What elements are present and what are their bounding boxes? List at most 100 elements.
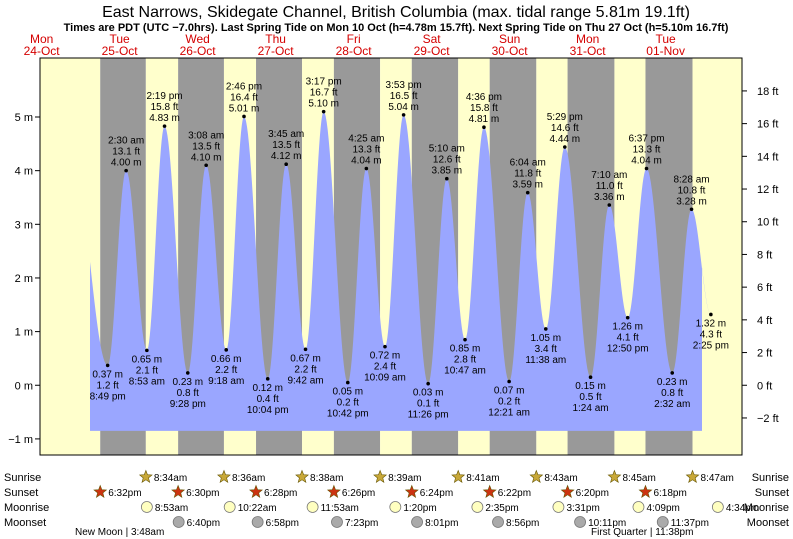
tide-meters-label: 0.23 m: [657, 377, 688, 388]
low-tide: 1.32 m4.3 ft2:25 pm: [693, 312, 729, 351]
moonrise-event: 3:31pm: [552, 501, 600, 514]
sunrise-event: 8:39am: [373, 469, 421, 484]
day-header-dow: Fri: [347, 32, 361, 46]
moonset-time: 7:23pm: [345, 518, 378, 529]
moonset-event: 6:58pm: [251, 516, 299, 529]
tide-time-label: 10:47 am: [444, 366, 486, 377]
sunrise-time: 8:45am: [622, 473, 655, 484]
tide-feet-label: 13.1 ft: [112, 147, 140, 158]
sunrise-event: 8:34am: [138, 469, 187, 484]
moonset-time: 10:11pm: [588, 518, 626, 529]
moonset-row-label-right: Moonset: [747, 517, 789, 529]
sunset-time: 6:22pm: [498, 488, 531, 499]
tide-time-label: 10:42 pm: [327, 409, 369, 420]
moonrise-time: 4:34pm: [726, 503, 759, 514]
tide-point: [607, 203, 612, 207]
tide-feet-label: 2.8 ft: [454, 355, 476, 366]
sunrise-event: 8:38am: [295, 469, 343, 484]
chart-title: East Narrows, Skidegate Channel, British…: [102, 4, 690, 21]
sunset-event: 6:18pm: [638, 484, 687, 499]
y-tick-label-meters: −1 m: [8, 434, 33, 446]
sunset-time: 6:32pm: [108, 488, 141, 499]
moonset-event: 8:01pm: [411, 516, 458, 529]
tide-point: [162, 124, 167, 128]
tide-feet-label: 0.8 ft: [177, 388, 199, 399]
tide-meters-label: 0.07 m: [494, 386, 525, 397]
tide-point: [543, 327, 548, 331]
tide-meters-label: 0.37 m: [92, 369, 123, 380]
moonset-time: 8:01pm: [425, 518, 458, 529]
sunrise-icon: [373, 469, 388, 483]
y-tick-label-meters: 4 m: [15, 166, 33, 178]
tide-meters-label: 0.85 m: [450, 344, 481, 355]
tide-feet-label: 16.4 ft: [230, 92, 258, 103]
tide-meters-label: 0.05 m: [332, 387, 363, 398]
sunset-time: 6:20pm: [576, 488, 609, 499]
tide-feet-label: 0.2 ft: [337, 398, 359, 409]
tide-point: [242, 114, 246, 119]
sunset-row-label-right: Sunset: [755, 487, 789, 499]
y-tick-label-meters: 2 m: [15, 273, 33, 285]
moonset-icon: [492, 516, 504, 528]
tide-feet-label: 12.6 ft: [433, 155, 461, 166]
sunrise-event: 8:41am: [451, 469, 500, 484]
tide-meters-label: 0.12 m: [252, 383, 283, 394]
tide-meters-label: 1.26 m: [612, 322, 643, 333]
tide-point: [507, 379, 511, 384]
moonrise-icon: [389, 501, 402, 513]
tide-feet-label: 16.7 ft: [310, 88, 338, 99]
moonset-icon: [656, 516, 669, 528]
tide-feet-label: 13.3 ft: [633, 145, 661, 156]
tide-point: [445, 176, 449, 181]
tide-feet-label: 0.5 ft: [579, 392, 601, 403]
tide-point: [383, 344, 387, 349]
tide-feet-label: 2.1 ft: [136, 365, 158, 376]
tide-point: [105, 363, 110, 368]
tide-meters-label: 0.66 m: [211, 354, 242, 365]
tide-time-label: 3:08 am: [188, 130, 224, 141]
tide-time-label: 9:28 pm: [170, 399, 206, 410]
moonset-icon: [574, 516, 586, 528]
tide-time-label: 2:30 am: [108, 136, 144, 147]
moonrise-icon: [223, 501, 236, 513]
sunset-row-label: Sunset: [4, 487, 38, 499]
low-tide: 0.15 m0.5 ft1:24 am: [572, 375, 609, 414]
y-tick-label-feet: 18 ft: [757, 86, 778, 98]
tide-point: [185, 371, 190, 375]
moonset-event: 8:56pm: [492, 516, 539, 529]
sunrise-event: 8:43am: [529, 469, 578, 484]
moonrise-event: 11:53am: [306, 501, 359, 514]
y-tick-label-feet: 10 ft: [757, 217, 778, 229]
tide-feet-label: 11.0 ft: [596, 181, 623, 192]
moonrise-row-label: Moonrise: [4, 502, 49, 514]
row-labels-left: Sunrise Sunset Moonrise Moonset: [4, 472, 49, 529]
tide-meters-label: 1.32 m: [696, 318, 727, 329]
sunrise-icon: [685, 469, 700, 483]
moonrise-event: 10:22am: [223, 501, 277, 514]
tide-time-label: 10:09 am: [364, 373, 406, 384]
sunset-icon: [482, 484, 497, 498]
sunset-event: 6:22pm: [482, 484, 531, 499]
day-header-dow: Thu: [265, 32, 286, 46]
day-header-date: 25-Oct: [102, 44, 139, 58]
y-tick-label-feet: 4 ft: [757, 315, 772, 327]
tide-meters-label: 5.01 m: [229, 103, 260, 114]
tide-time-label: 8:53 am: [129, 376, 165, 387]
tide-feet-label: 10.8 ft: [678, 185, 706, 196]
tide-meters-label: 4.81 m: [469, 114, 500, 125]
moonset-time: 11:37pm: [671, 518, 709, 529]
sunset-icon: [171, 484, 186, 498]
sunrise-time: 8:36am: [232, 473, 265, 484]
tide-feet-label: 4.3 ft: [700, 329, 722, 340]
moonrise-time: 11:53am: [321, 503, 359, 514]
sunset-icon: [404, 484, 419, 498]
tide-feet-label: 0.8 ft: [661, 388, 683, 399]
y-tick-label-feet: 14 ft: [757, 151, 778, 163]
